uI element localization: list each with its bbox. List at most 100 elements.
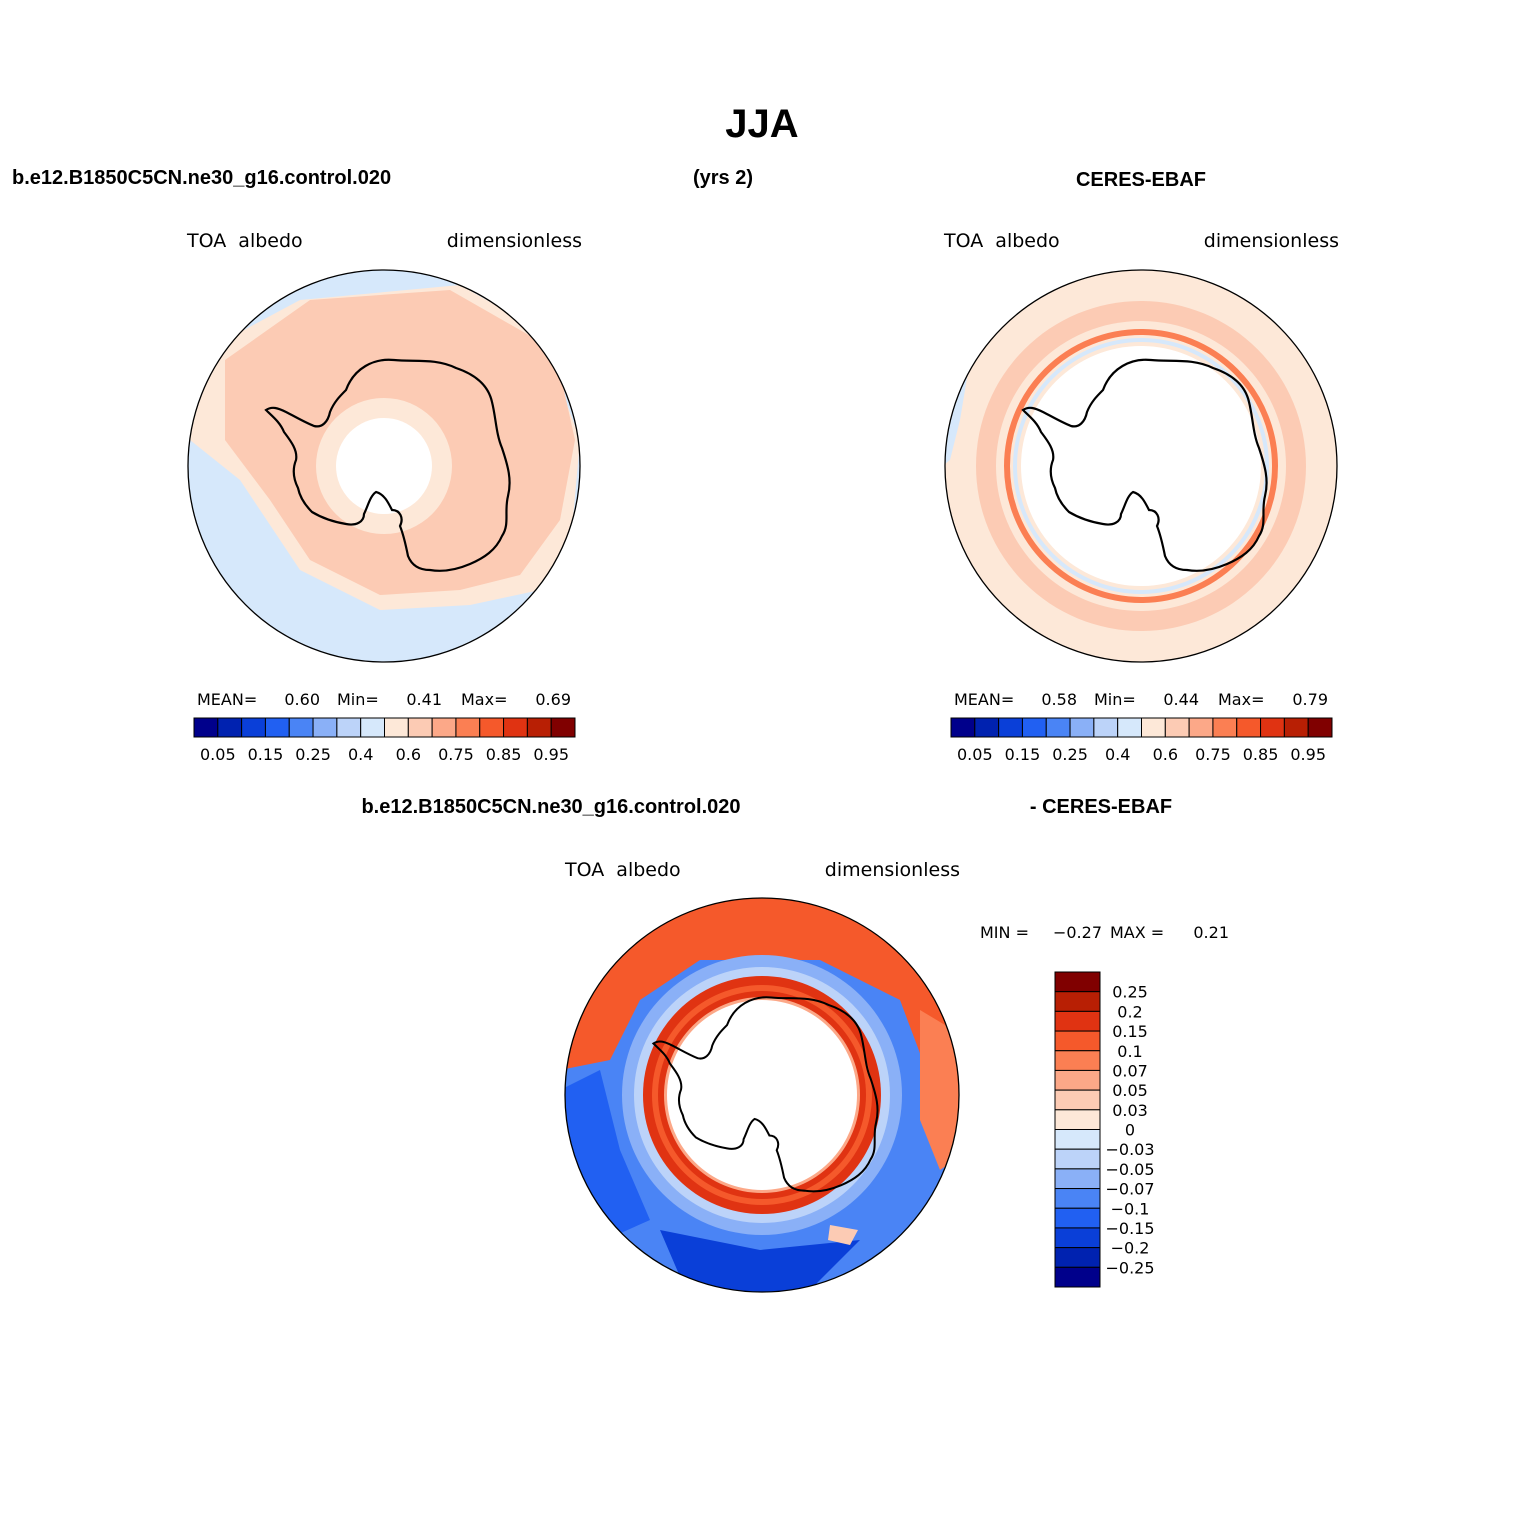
obs-colorbar-box bbox=[1021, 717, 1047, 738]
diff-colorbar-box bbox=[1054, 1148, 1101, 1170]
model-colorbar-box bbox=[455, 717, 481, 738]
diff-colorbar-tick-label: −0.25 bbox=[1105, 1258, 1154, 1277]
diff-case-name: b.e12.B1850C5CN.ne30_g16.control.020 bbox=[361, 796, 740, 818]
obs-name: CERES-EBAF bbox=[1076, 169, 1206, 191]
panel-obs-variable: TOA albedo bbox=[943, 230, 1060, 252]
diff-colorbar-tick-label: −0.07 bbox=[1105, 1180, 1154, 1199]
panel-model: TOA albedo dimensionless MEAN= 0.60 Min=… bbox=[186, 230, 582, 764]
panel-diff-map bbox=[565, 898, 959, 1292]
panel-obs-max: 0.79 bbox=[1292, 690, 1328, 709]
model-colorbar-tick-label: 0.25 bbox=[295, 745, 331, 764]
panel-diff-min: −0.27 bbox=[1053, 923, 1102, 942]
model-colorbar-tick-label: 0.15 bbox=[248, 745, 284, 764]
panel-obs-min: 0.44 bbox=[1163, 690, 1199, 709]
diff-colorbar-box bbox=[1054, 1168, 1101, 1190]
obs-colorbar-box bbox=[1307, 717, 1333, 738]
diff-colorbar-box bbox=[1054, 1089, 1101, 1111]
case-name: b.e12.B1850C5CN.ne30_g16.control.020 bbox=[12, 167, 391, 189]
diff-colorbar-box bbox=[1054, 1247, 1101, 1268]
diff-colorbar-tick-label: −0.03 bbox=[1105, 1140, 1154, 1159]
diff-colorbar-tick-label: 0.03 bbox=[1112, 1101, 1148, 1120]
model-colorbar-box bbox=[407, 717, 433, 738]
model-colorbar-tick-label: 0.6 bbox=[396, 745, 421, 764]
diff-colorbar-box bbox=[1054, 1129, 1101, 1150]
diff-colorbar-box bbox=[1054, 1030, 1101, 1052]
diff-colorbar-box bbox=[1054, 1069, 1101, 1091]
panel-obs-units: dimensionless bbox=[1204, 230, 1339, 252]
obs-colorbar-box bbox=[998, 717, 1023, 738]
diff-colorbar-tick-label: 0.1 bbox=[1117, 1042, 1142, 1061]
panel-diff-variable: TOA albedo bbox=[564, 859, 681, 881]
panel-model-max-label: Max= bbox=[461, 690, 507, 709]
model-colorbar-tick-label: 0.05 bbox=[200, 745, 236, 764]
obs-colorbar-box bbox=[1188, 717, 1214, 738]
panel-obs-max-label: Max= bbox=[1218, 690, 1264, 709]
panel-observation: TOA albedo dimensionless MEAN= 0.58 Min=… bbox=[943, 230, 1339, 764]
diff-colorbar-box bbox=[1054, 1050, 1101, 1071]
panel-diff-colorbar: 0.250.20.150.10.070.050.030−0.03−0.05−0.… bbox=[1054, 971, 1155, 1288]
diff-colorbar-tick-label: 0 bbox=[1125, 1121, 1135, 1140]
diff-colorbar-box bbox=[1054, 1109, 1101, 1130]
diff-obs-name: - CERES-EBAF bbox=[1030, 796, 1172, 818]
diff-colorbar-tick-label: 0.15 bbox=[1112, 1022, 1148, 1041]
diff-colorbar-tick-label: −0.1 bbox=[1111, 1199, 1150, 1218]
obs-colorbar-box bbox=[1069, 717, 1095, 738]
model-colorbar-box bbox=[217, 717, 243, 738]
panel-difference: TOA albedo dimensionless MIN = −0.27 MAX… bbox=[564, 859, 1229, 1293]
diff-colorbar-tick-label: 0.05 bbox=[1112, 1081, 1148, 1100]
model-colorbar-box bbox=[336, 717, 362, 738]
model-colorbar-tick-label: 0.95 bbox=[533, 745, 569, 764]
obs-colorbar-box bbox=[950, 717, 976, 738]
model-colorbar-tick-label: 0.85 bbox=[486, 745, 522, 764]
panel-obs-min-label: Min= bbox=[1094, 690, 1136, 709]
obs-colorbar-box bbox=[1236, 717, 1262, 738]
model-colorbar-box bbox=[288, 717, 314, 738]
obs-colorbar-tick-label: 0.95 bbox=[1290, 745, 1326, 764]
panel-obs-colorbar: 0.05 0.15 0.25 0.4 0.6 0.75 0.85 0.95 bbox=[950, 717, 1333, 764]
model-colorbar-tick-label: 0.75 bbox=[438, 745, 474, 764]
panel-diff-min-label: MIN = bbox=[980, 923, 1029, 942]
obs-colorbar-tick-label: 0.05 bbox=[957, 745, 993, 764]
diff-colorbar-box bbox=[1054, 971, 1101, 993]
model-colorbar-box bbox=[241, 717, 266, 738]
diff-colorbar-tick-label: 0.25 bbox=[1112, 983, 1148, 1002]
diff-colorbar-box bbox=[1054, 1266, 1101, 1288]
panel-model-min-label: Min= bbox=[337, 690, 379, 709]
model-colorbar-box bbox=[360, 717, 385, 738]
obs-colorbar-box bbox=[1093, 717, 1119, 738]
model-colorbar-box bbox=[479, 717, 505, 738]
panel-model-map bbox=[188, 270, 580, 662]
panel-diff-units: dimensionless bbox=[825, 859, 960, 881]
diff-colorbar-box bbox=[1054, 1010, 1101, 1032]
diff-colorbar-tick-label: −0.05 bbox=[1105, 1160, 1154, 1179]
panel-model-mean-label: MEAN= bbox=[197, 690, 257, 709]
obs-colorbar-box bbox=[1141, 717, 1166, 738]
panel-model-units: dimensionless bbox=[447, 230, 582, 252]
model-colorbar-box bbox=[264, 717, 290, 738]
panel-model-mean: 0.60 bbox=[284, 690, 320, 709]
model-colorbar-box bbox=[312, 717, 338, 738]
obs-colorbar-box bbox=[1260, 717, 1285, 738]
model-colorbar-box bbox=[526, 717, 552, 738]
panel-diff-max-label: MAX = bbox=[1110, 923, 1164, 942]
model-colorbar-box bbox=[503, 717, 528, 738]
panel-obs-mean-label: MEAN= bbox=[954, 690, 1014, 709]
diff-colorbar-box bbox=[1054, 991, 1101, 1012]
diff-colorbar-box bbox=[1054, 1188, 1101, 1209]
panel-obs-mean: 0.58 bbox=[1041, 690, 1077, 709]
obs-colorbar-box bbox=[1045, 717, 1071, 738]
obs-colorbar-box bbox=[1164, 717, 1190, 738]
obs-colorbar-tick-label: 0.25 bbox=[1052, 745, 1088, 764]
obs-colorbar-tick-label: 0.4 bbox=[1105, 745, 1130, 764]
panel-obs-map bbox=[945, 270, 1337, 662]
figure-title: JJA bbox=[725, 102, 798, 146]
panel-model-max: 0.69 bbox=[535, 690, 571, 709]
obs-colorbar-tick-label: 0.85 bbox=[1243, 745, 1279, 764]
obs-colorbar-box bbox=[1212, 717, 1238, 738]
obs-colorbar-box bbox=[974, 717, 1000, 738]
obs-colorbar-tick-label: 0.6 bbox=[1153, 745, 1178, 764]
panel-model-min: 0.41 bbox=[406, 690, 442, 709]
diff-colorbar-tick-label: 0.2 bbox=[1117, 1002, 1142, 1021]
obs-colorbar-tick-label: 0.15 bbox=[1005, 745, 1041, 764]
